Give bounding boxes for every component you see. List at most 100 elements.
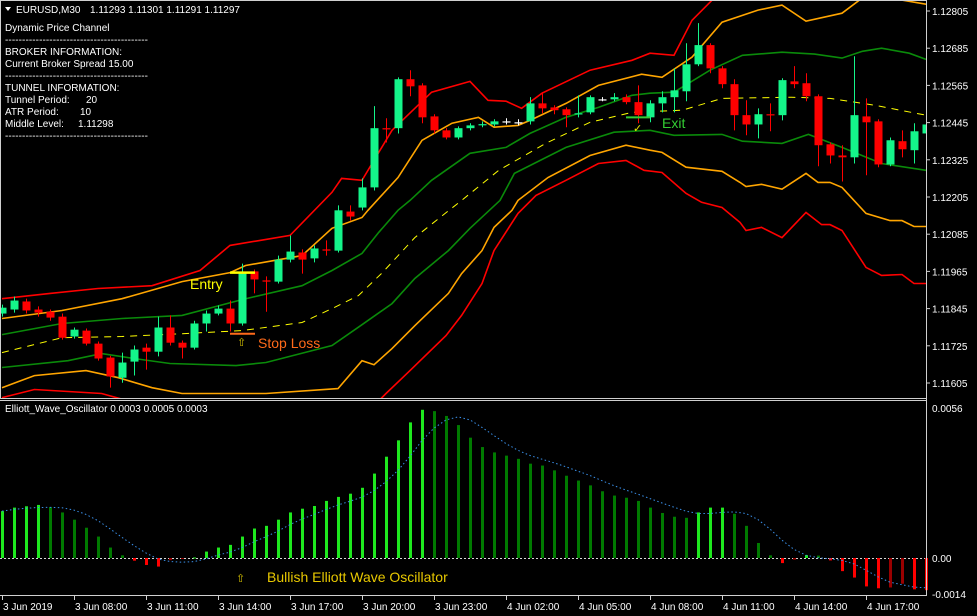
oscillator-bar [85,527,88,558]
candle-body [706,45,715,69]
oscillator-bar [889,558,892,588]
oscillator-bar [409,422,412,558]
oscillator-bar [637,500,640,558]
candle [862,98,871,176]
oscillator-bar [577,480,580,558]
candle-body [262,280,271,282]
oscillator-tick-label: -0.0014 [932,590,966,601]
oscillator-tick-label: 0.00 [932,554,952,565]
candle [790,66,799,89]
time-tick-label: 4 Jun 02:00 [507,602,560,613]
candle [10,296,19,313]
candle-body [526,103,535,122]
oscillator-bar [145,558,148,565]
candle [730,79,739,131]
candle-body [766,114,775,116]
candle [334,205,343,253]
candle-body [502,121,511,123]
candle-body [238,272,247,324]
candle [46,309,55,321]
oscillator-bar [289,512,292,558]
candle [322,240,331,256]
stop-loss-label: Stop Loss [258,335,320,351]
candle-body [466,125,475,129]
candle-body [658,97,667,104]
symbol-timeframe: EURUSD,M30 [16,5,81,16]
band-lower-inner [1,129,926,369]
candle [130,345,139,376]
oscillator-bar [697,512,700,558]
oscillator-bar [193,557,196,559]
candle-body [178,342,187,348]
price-tick-label: 1.11605 [932,379,968,390]
oscillator-bar [913,558,916,590]
candle [706,43,715,74]
candle-body [754,114,763,125]
candle [190,320,199,350]
candle [502,118,511,125]
candle [574,95,583,118]
price-tick-label: 1.11845 [932,305,968,316]
candle [910,123,919,164]
oscillator-bar [769,555,772,558]
trade-markers [230,116,650,335]
candle [538,92,547,114]
price-tick-label: 1.12325 [932,156,969,167]
candle [418,83,427,124]
candle-body [202,313,211,324]
candle-body [142,347,151,352]
candle [658,91,667,113]
oscillator-bar [901,558,904,584]
oscillator-bar [133,558,136,561]
candle-body [694,45,703,65]
candle-body [130,349,139,362]
candle-body [70,329,79,337]
candle-body [874,121,883,165]
middle-level-label: Middle Level: [5,119,64,130]
candle-body [442,130,451,138]
candle [94,341,103,361]
oscillator-bar [469,437,472,558]
oscillator-bar [433,411,436,558]
middle-level-value: 1.11298 [78,119,114,130]
candle [70,327,79,339]
candle [718,66,727,89]
separator: ----------------------------------------… [5,71,148,82]
check-icon: ✓ [633,123,642,135]
oscillator-bar [385,456,388,558]
oscillator-bar [541,465,544,558]
price-tick-label: 1.12205 [932,193,969,204]
candle [466,123,475,131]
time-axis: 3 Jun 2019 3 Jun 08:00 3 Jun 11:00 3 Jun 14… [2,596,920,613]
candle-body [346,211,355,217]
info-panel: Dynamic Price Channel ------------------… [5,23,148,142]
oscillator-bar [817,555,820,558]
candle [550,105,559,115]
oscillator-panel[interactable] [0,400,928,591]
band-lower-mid [1,144,926,395]
candle [22,298,31,314]
oscillator-bar [745,525,748,558]
oscillator-bar [661,512,664,558]
candles [1,23,926,388]
oscillator-bar [613,495,616,558]
triangle-down-icon[interactable] [5,7,11,11]
oscillator-bar [217,547,220,558]
candle-body [298,252,307,260]
atr-period-value: 10 [80,107,92,118]
candle [826,142,835,164]
candle-body [922,124,926,134]
candle [778,78,787,121]
bullish-ewo-label: Bullish Elliott Wave Oscillator [267,569,448,585]
candle-body [562,109,571,116]
oscillator-bar [373,473,376,558]
candle [346,205,355,221]
candle-body [826,144,835,156]
candle-body [886,140,895,165]
oscillator-bar [805,555,808,558]
candle [430,114,439,134]
price-panel[interactable] [0,0,931,421]
candle [154,316,163,357]
